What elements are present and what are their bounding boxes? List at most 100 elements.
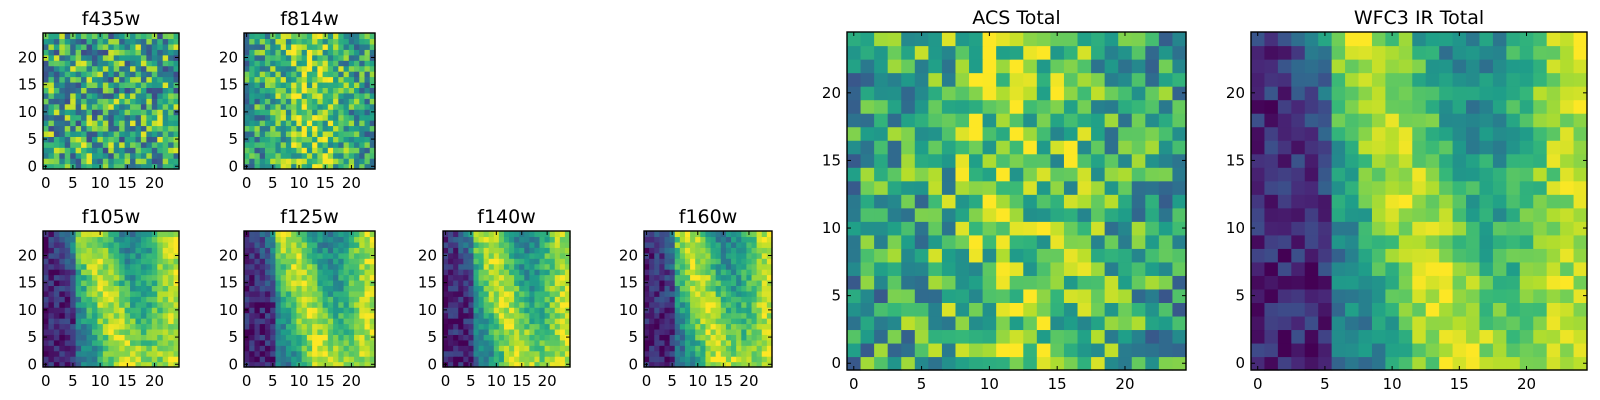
heatmap-cell — [1050, 248, 1065, 263]
heatmap-cell — [453, 279, 459, 286]
heatmap-cell — [539, 318, 546, 325]
heatmap-cell — [1331, 261, 1346, 276]
heatmap-cell — [162, 285, 169, 292]
heatmap-cell — [43, 103, 50, 110]
heatmap-cell — [887, 113, 902, 128]
heatmap-cell — [969, 342, 984, 358]
heatmap-cell — [478, 323, 485, 330]
heatmap-cell — [761, 356, 768, 363]
heatmap-cell — [53, 65, 60, 72]
heatmap-cell — [249, 92, 256, 99]
heatmap-cell — [108, 163, 115, 170]
heatmap-cell — [1023, 153, 1038, 168]
heatmap-cell — [270, 87, 277, 94]
heatmap-cell — [1118, 342, 1133, 358]
heatmap-cell — [168, 247, 175, 254]
heatmap-cell — [173, 301, 180, 308]
heatmap-cell — [108, 274, 115, 281]
heatmap-cell — [684, 269, 691, 276]
heatmap-cell — [914, 194, 929, 209]
heatmap-cell — [354, 163, 360, 170]
heatmap-cell — [1506, 315, 1521, 331]
heatmap-cell — [448, 339, 454, 346]
heatmap-cell — [285, 71, 292, 78]
heatmap-cell — [751, 274, 758, 281]
heatmap-cell — [493, 323, 500, 330]
heatmap-cell — [539, 361, 546, 368]
heatmap-cell — [113, 33, 120, 40]
heatmap-cell — [463, 339, 469, 346]
heatmap-cell — [1452, 356, 1467, 371]
heatmap-cell — [443, 301, 449, 308]
heatmap-cell — [151, 258, 158, 265]
heatmap-cell — [151, 120, 158, 127]
heatmap-cell — [559, 312, 566, 319]
heatmap-cell — [173, 231, 180, 238]
heatmap-cell — [725, 236, 732, 243]
heatmap-cell — [124, 274, 131, 281]
heatmap-cell — [75, 350, 82, 357]
heatmap-cell — [270, 247, 277, 254]
heatmap-cell — [1452, 234, 1467, 249]
heatmap-cell — [306, 301, 313, 308]
heatmap-cell — [296, 318, 303, 325]
heatmap-cell — [359, 76, 366, 83]
heatmap-cell — [270, 49, 277, 56]
heatmap-cell — [162, 356, 169, 363]
heatmap-cell — [519, 318, 525, 325]
heatmap-cell — [509, 241, 515, 248]
heatmap-cell — [264, 147, 271, 154]
y-tick-label: 10 — [219, 103, 238, 121]
heatmap-cell — [354, 92, 360, 99]
heatmap-cell — [468, 285, 475, 292]
heatmap-cell — [720, 323, 727, 330]
heatmap-cell — [354, 350, 360, 357]
heatmap-cell — [473, 274, 480, 281]
heatmap-cell — [317, 43, 324, 50]
heatmap-cell — [1009, 221, 1024, 236]
heatmap-cell — [369, 328, 376, 335]
y-tick-label: 10 — [822, 219, 841, 237]
heatmap-cell — [941, 275, 957, 290]
heatmap-cell — [306, 103, 313, 110]
heatmap-cell — [327, 296, 334, 303]
heatmap-cell — [478, 361, 485, 368]
heatmap-cell — [969, 140, 984, 155]
heatmap-cell — [59, 81, 66, 88]
heatmap-cell — [453, 236, 459, 243]
heatmap-cell — [519, 274, 525, 281]
heatmap-cell — [453, 328, 459, 335]
heatmap-cell — [81, 258, 88, 265]
heatmap-cell — [81, 350, 88, 357]
heatmap-cell — [168, 92, 175, 99]
heatmap-cell — [847, 45, 862, 60]
heatmap-cell — [1050, 32, 1065, 47]
heatmap-cell — [157, 285, 164, 292]
heatmap-cell — [140, 49, 147, 56]
heatmap-cell — [48, 103, 55, 110]
heatmap-cell — [97, 247, 104, 254]
heatmap-cell — [312, 136, 318, 143]
heatmap-cell — [1304, 356, 1319, 371]
heatmap-cell — [91, 163, 98, 170]
heatmap-cell — [343, 43, 350, 50]
heatmap-cell — [343, 125, 350, 132]
heatmap-cell — [761, 345, 768, 352]
heatmap-cell — [519, 350, 525, 357]
heatmap-cell — [130, 356, 137, 363]
panel-title: ACS Total — [972, 7, 1060, 29]
heatmap-cell — [1398, 342, 1413, 358]
heatmap-cell — [291, 76, 297, 83]
heatmap-cell — [291, 236, 297, 243]
heatmap-cell — [157, 109, 164, 116]
heatmap-cell — [443, 312, 449, 319]
heatmap-cell — [369, 312, 376, 319]
heatmap-cell — [756, 334, 763, 341]
heatmap-cell — [291, 49, 297, 56]
heatmap-cell — [1277, 167, 1292, 182]
axes-frame — [42, 32, 180, 170]
heatmap-cell — [97, 269, 104, 276]
heatmap-cell — [1304, 342, 1319, 358]
heatmap-cell — [48, 114, 55, 121]
heatmap-cell — [941, 180, 957, 195]
